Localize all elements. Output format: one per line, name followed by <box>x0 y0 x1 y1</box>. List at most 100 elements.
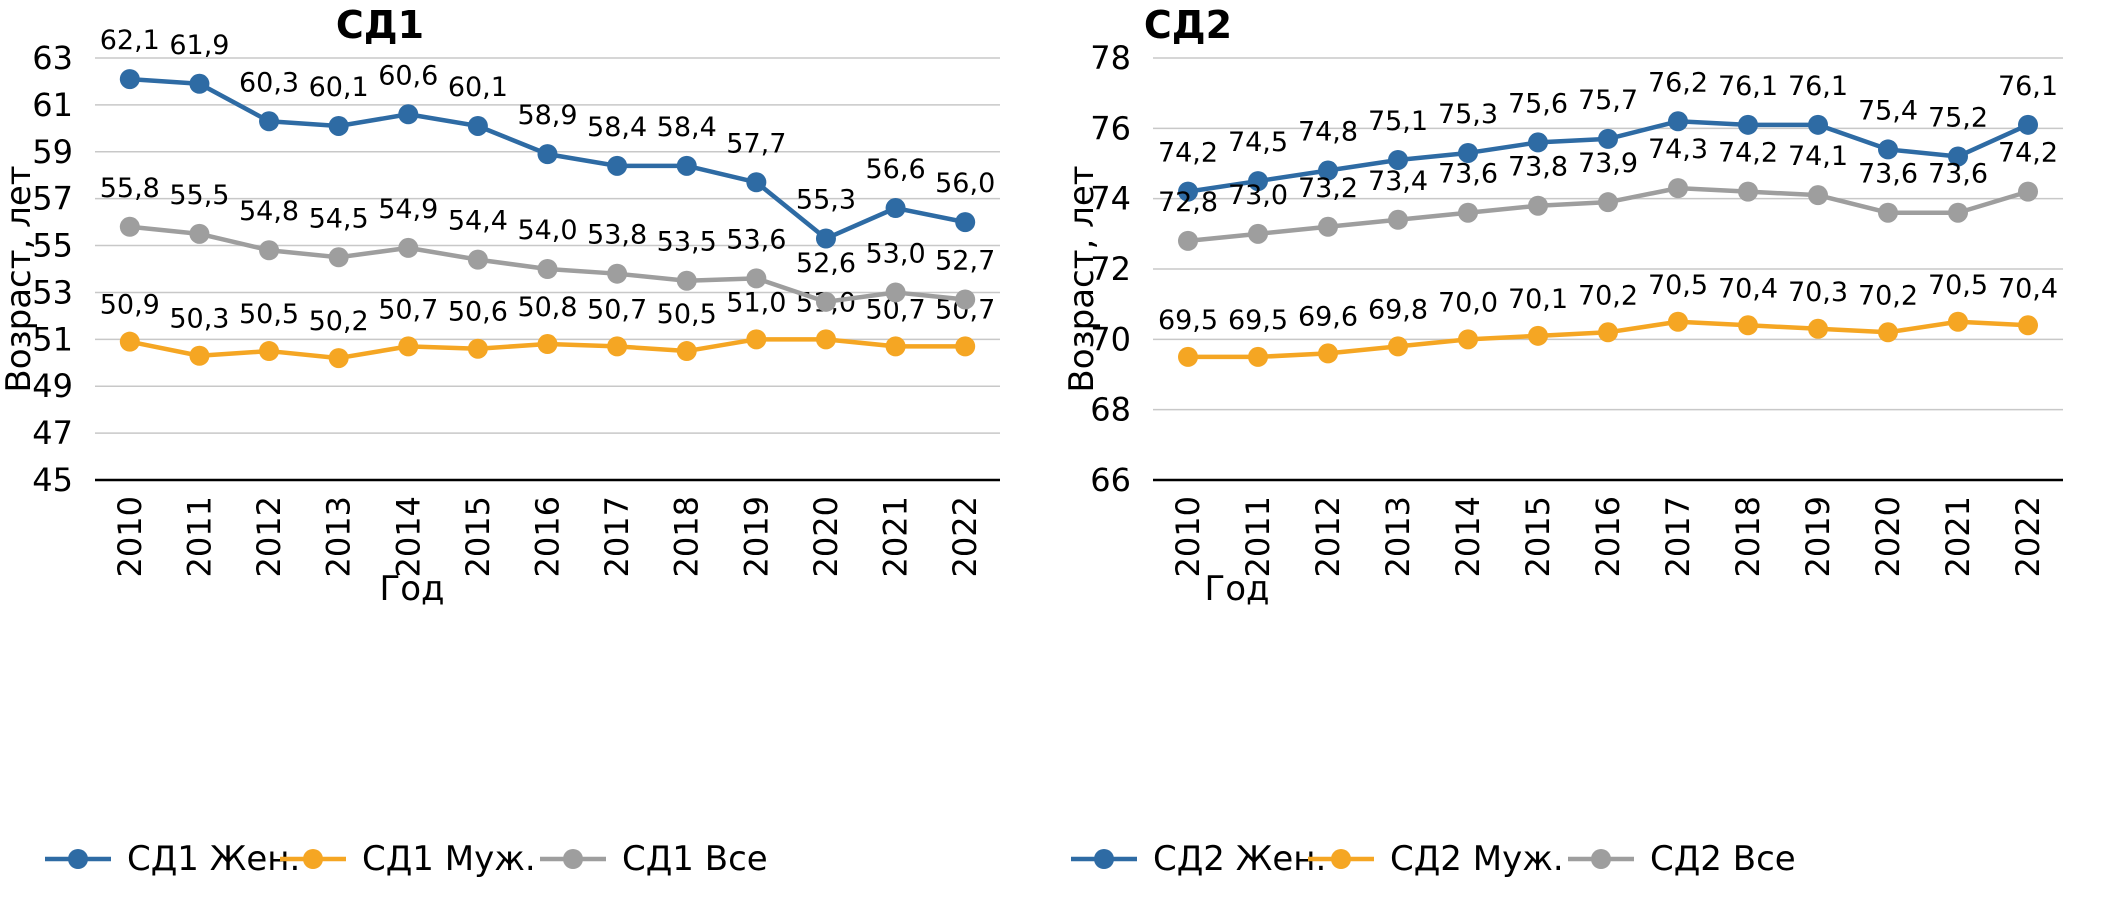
sd2-data-label: 76,2 <box>1648 67 1708 98</box>
sd1-data-label: 50,9 <box>100 290 160 321</box>
sd1-data-point <box>885 282 906 303</box>
sd2-data-label: 70,1 <box>1508 284 1568 315</box>
sd1-x-tick-label: 2012 <box>250 496 288 577</box>
sd2-data-point <box>1318 160 1338 181</box>
sd1-data-label: 53,8 <box>587 220 647 251</box>
sd1-data-label: 55,5 <box>169 180 229 211</box>
sd1-data-label: 60,1 <box>309 72 369 103</box>
chart-sd2-svg: СД2 66 68 70 72 74 76 78 2010 2011 2012 2013 2014 201… <box>1063 3 2063 879</box>
sd2-data-point <box>1598 322 1618 343</box>
sd2-data-label: 73,0 <box>1228 180 1288 211</box>
sd2-data-point <box>1528 325 1548 346</box>
sd2-data-point <box>1808 114 1828 135</box>
sd1-data-point <box>607 336 628 357</box>
sd1-y-tick-label: 47 <box>32 414 73 452</box>
sd1-y-tick-label: 53 <box>32 273 73 311</box>
sd2-series-1: 74,2 74,5 74,8 75,1 75,3 75,6 75,7 76,2 76,1 76,1… <box>1158 67 2058 202</box>
sd1-data-point <box>119 331 140 352</box>
sd2-data-label: 74,5 <box>1228 127 1288 158</box>
sd2-data-point <box>1458 142 1478 163</box>
sd2-y-tick-label: 74 <box>1090 180 1131 218</box>
sd2-y-tick-label: 70 <box>1090 320 1131 358</box>
sd2-data-point <box>1388 336 1408 357</box>
sd1-data-label: 50,5 <box>239 299 299 330</box>
sd1-data-label: 55,3 <box>796 185 856 216</box>
sd2-data-point <box>1178 181 1198 202</box>
sd1-data-point <box>955 336 976 357</box>
sd2-data-point <box>1878 139 1898 160</box>
sd2-legend-item: СД2 Жен. <box>1071 839 1326 879</box>
sd2-data-label: 74,3 <box>1648 134 1708 165</box>
sd2-legend-item: СД2 Все <box>1568 839 1796 879</box>
sd2-legend-label: СД2 Жен. <box>1153 839 1326 879</box>
sd2-x-tick-label: 2020 <box>1869 496 1907 577</box>
sd1-y-tick-label: 51 <box>32 320 73 358</box>
sd1-data-point <box>815 291 836 312</box>
sd1-legend-marker <box>68 849 88 869</box>
sd2-x-tick-label: 2016 <box>1589 496 1627 577</box>
sd1-legend-label: СД1 Все <box>622 839 768 879</box>
sd1-data-point <box>607 155 628 176</box>
sd1-data-point <box>746 172 767 193</box>
sd1-data-label: 50,8 <box>517 292 577 323</box>
sd1-data-point <box>189 345 210 366</box>
sd2-data-point <box>1948 311 1968 332</box>
sd1-data-label: 52,6 <box>796 248 856 279</box>
sd2-y-tick-label: 72 <box>1090 250 1131 288</box>
sd1-data-point <box>189 73 210 94</box>
sd2-legend-item: СД2 Муж. <box>1308 839 1564 879</box>
sd1-data-label: 50,6 <box>448 297 508 328</box>
sd2-data-label: 72,8 <box>1158 187 1218 218</box>
sd2-data-point <box>1248 223 1268 244</box>
sd1-x-tick-label: 2016 <box>529 496 567 577</box>
sd2-data-point <box>1668 178 1688 199</box>
sd1-data-label: 55,8 <box>100 173 160 204</box>
sd1-data-label: 56,6 <box>866 154 926 185</box>
sd2-legend-marker <box>1094 849 1114 869</box>
sd2-data-point <box>1808 185 1828 206</box>
sd2-data-label: 73,6 <box>1928 159 1988 190</box>
sd1-series-3: 55,8 55,5 54,8 54,5 54,9 54,4 54,0 53,8 53,5 53,6… <box>100 173 995 312</box>
sd1-series-2: 50,9 50,3 50,5 50,2 50,7 50,6 50,8 50,7 50,5 51,0… <box>100 287 995 369</box>
sd2-x-tick-label: 2022 <box>2009 496 2047 577</box>
sd2-data-label: 69,6 <box>1298 301 1358 332</box>
sd2-y-axis-label: Возраст, лет <box>1063 165 1102 392</box>
sd1-data-point <box>607 263 628 284</box>
sd1-x-tick-label: 2018 <box>668 496 706 577</box>
sd2-data-point <box>1528 195 1548 216</box>
sd1-legend-marker <box>303 849 323 869</box>
sd2-y-tick-label: 78 <box>1090 39 1131 77</box>
sd2-y-tick-label: 76 <box>1090 109 1131 147</box>
sd1-data-label: 53,6 <box>726 224 786 255</box>
sd2-data-label: 76,1 <box>1718 71 1778 102</box>
sd1-x-tick-label: 2022 <box>946 496 984 577</box>
sd1-data-point <box>189 223 210 244</box>
sd2-legend-marker <box>1591 849 1611 869</box>
sd2-x-axis-label: Год <box>1204 569 1269 609</box>
sd2-data-point <box>1948 202 1968 223</box>
sd1-data-point <box>398 336 419 357</box>
sd2-data-point <box>2018 315 2038 336</box>
sd2-x-tick-label: 2011 <box>1239 496 1277 577</box>
sd1-data-label: 60,3 <box>239 67 299 98</box>
sd2-data-label: 74,2 <box>1998 138 2058 169</box>
sd1-data-point <box>259 341 280 362</box>
sd1-data-label: 50,3 <box>169 304 229 335</box>
sd1-data-label: 61,9 <box>169 30 229 61</box>
sd2-data-label: 75,6 <box>1508 88 1568 119</box>
sd1-data-point <box>398 237 419 258</box>
sd2-y-tick-label: 68 <box>1090 391 1131 429</box>
sd2-data-label: 70,3 <box>1788 277 1848 308</box>
sd1-data-point <box>259 111 280 132</box>
sd1-data-label: 50,7 <box>587 294 647 325</box>
sd2-data-point <box>1948 146 1968 167</box>
sd1-y-tick-label: 59 <box>32 133 73 171</box>
sd1-data-label: 50,2 <box>309 306 369 337</box>
sd1-data-point <box>955 289 976 310</box>
sd2-y-tick-label: 66 <box>1090 461 1131 499</box>
sd1-data-point <box>746 268 767 289</box>
sd2-data-point <box>1458 202 1478 223</box>
sd1-x-tick-label: 2020 <box>807 496 845 577</box>
sd2-data-point <box>1668 311 1688 332</box>
sd2-data-label: 73,4 <box>1368 166 1428 197</box>
